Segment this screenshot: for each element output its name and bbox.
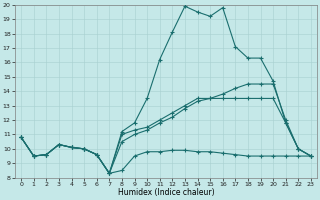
- X-axis label: Humidex (Indice chaleur): Humidex (Indice chaleur): [118, 188, 214, 197]
